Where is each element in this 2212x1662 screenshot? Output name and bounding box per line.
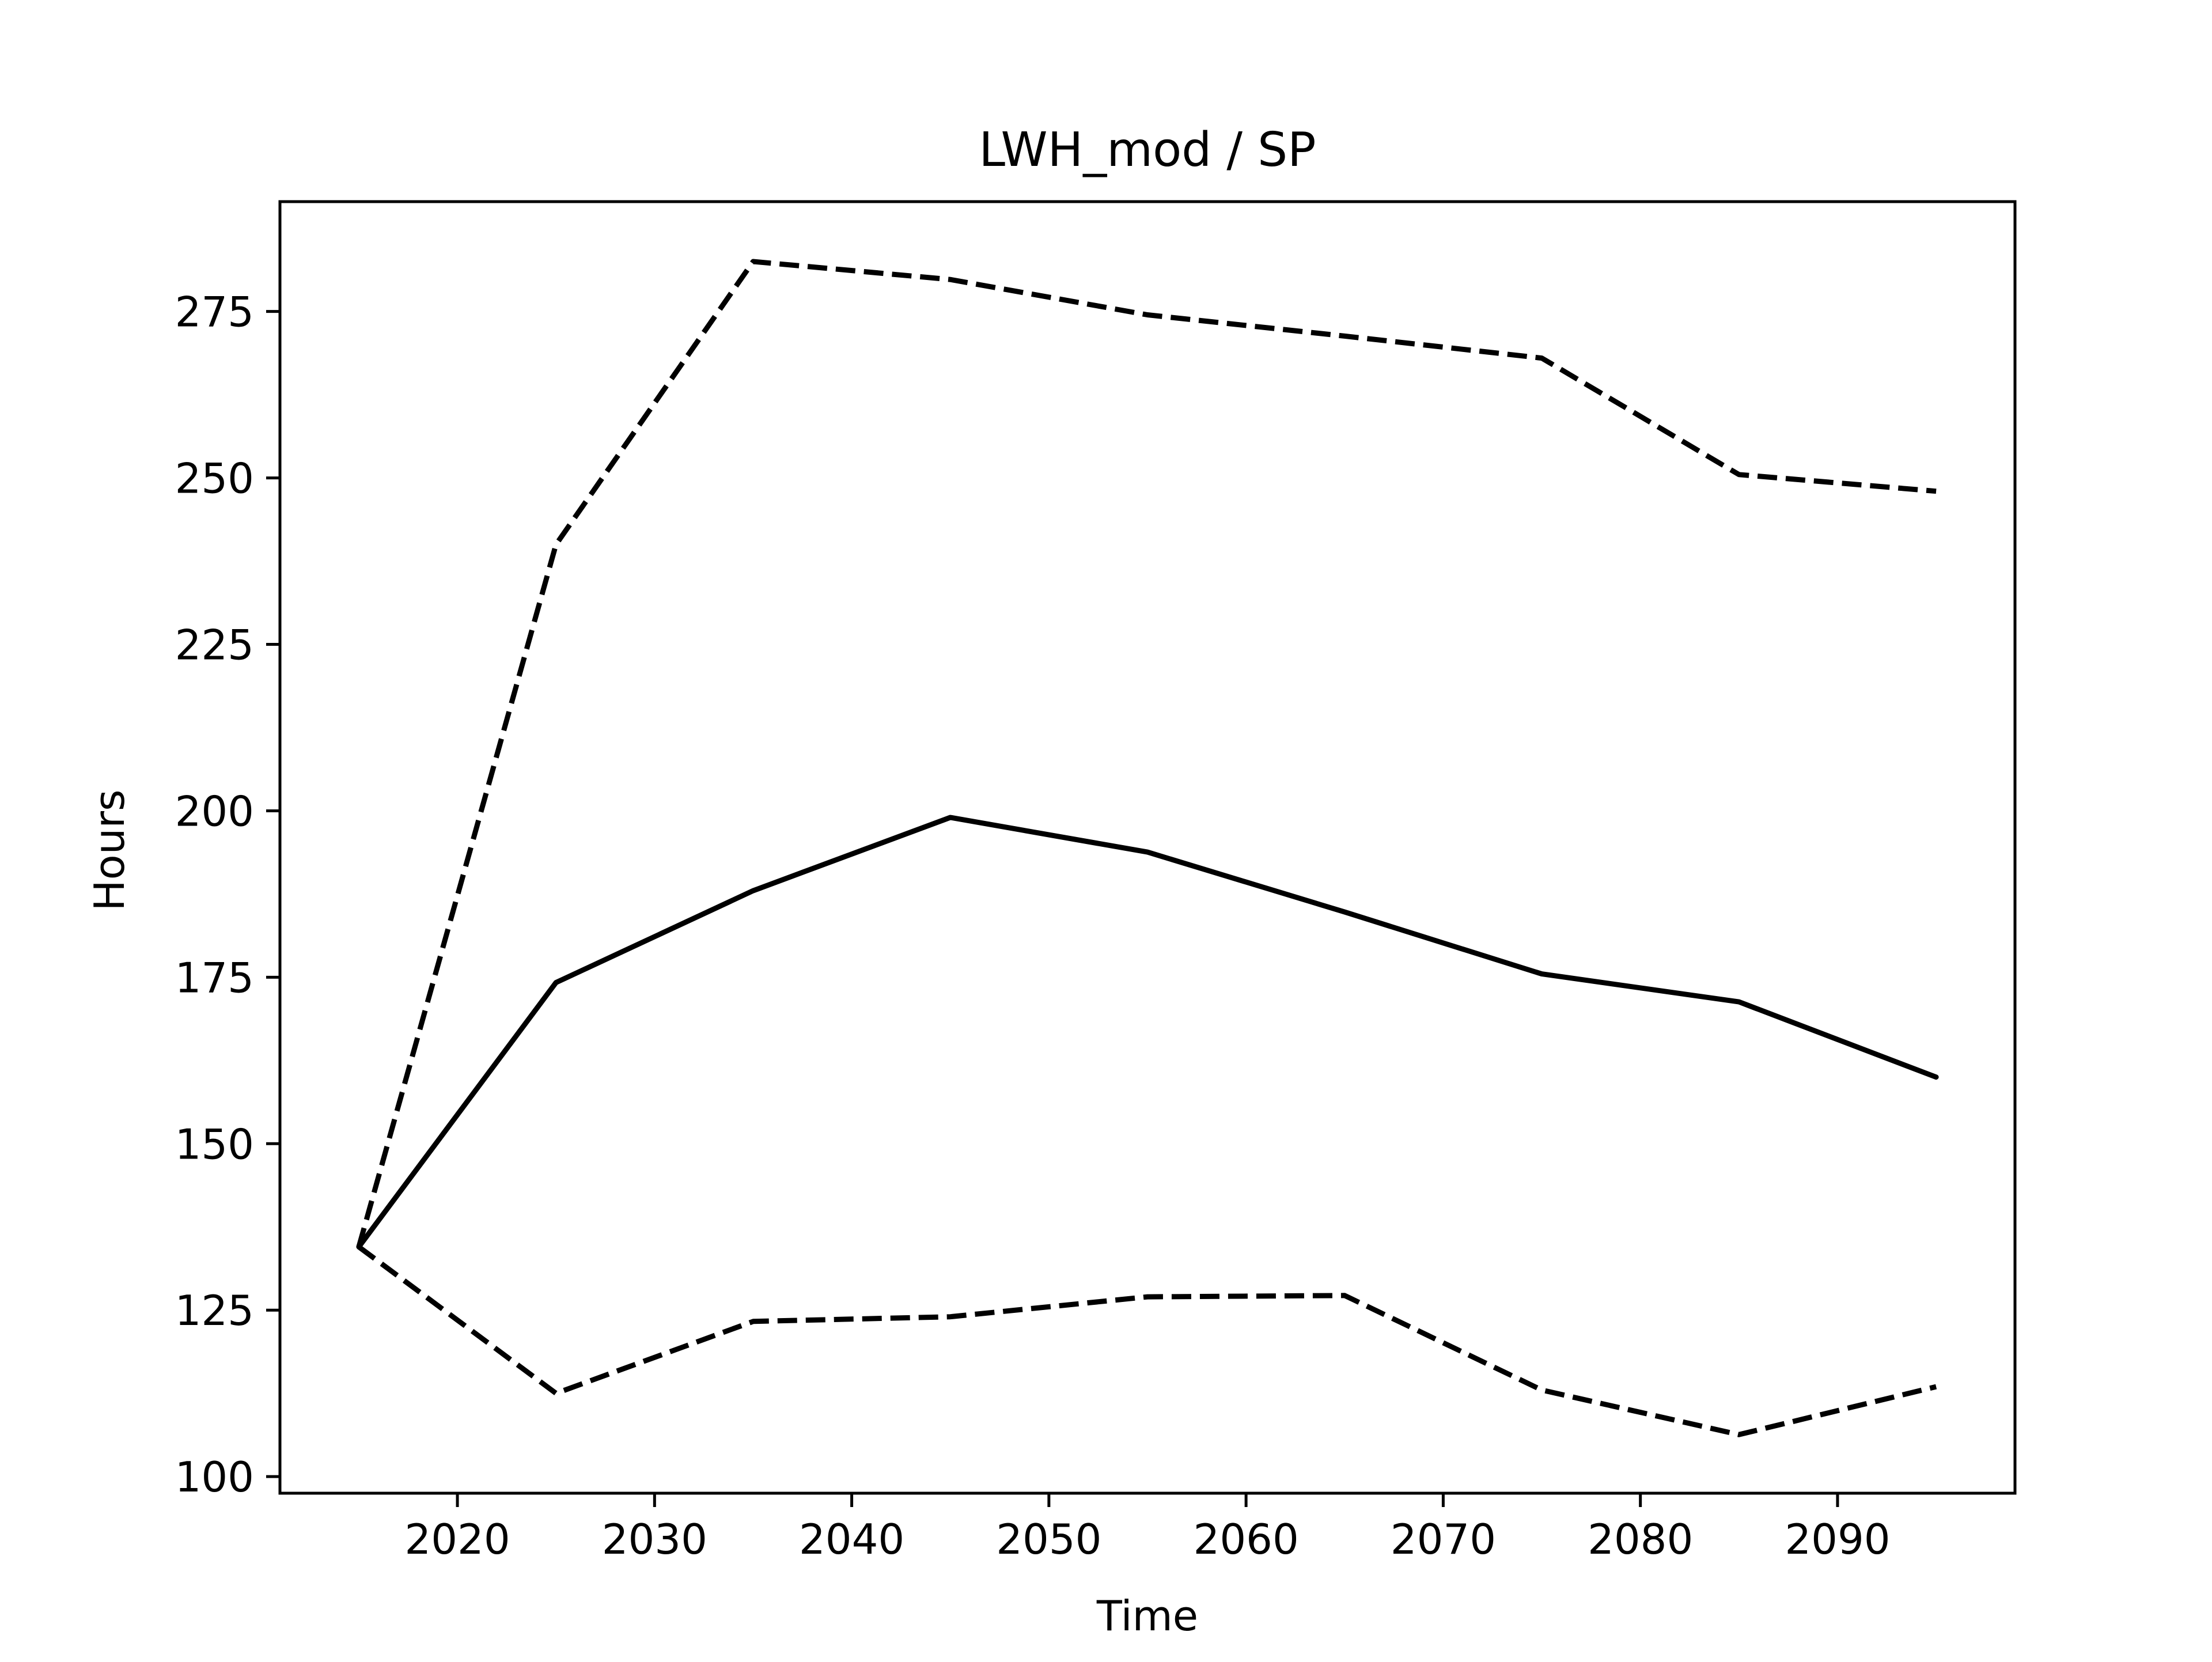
y-tick-label: 100 [175,1453,254,1501]
x-tick-label: 2030 [602,1515,707,1563]
plot-frame [278,200,2017,1495]
y-tick-label: 200 [175,787,254,835]
y-tick-label: 250 [175,455,254,503]
y-tick-label: 125 [175,1286,254,1335]
x-tick-label: 2040 [799,1515,904,1563]
x-tick-label: 2080 [1588,1515,1693,1563]
plot-marks [356,259,1939,1437]
y-tick-label: 275 [175,288,254,336]
series-line-3 [357,1244,1937,1437]
series-line-2 [356,259,1937,1248]
chart-title: LWH_mod / SP [979,123,1316,177]
series-line-1 [356,815,1939,1250]
x-tick-label: 2050 [996,1515,1101,1563]
y-tick-label: 225 [175,621,254,669]
x-axis-label: Time [1096,1592,1198,1640]
y-tick-label: 175 [175,953,254,1002]
x-tick-label: 2020 [404,1515,510,1563]
x-tick-label: 2090 [1785,1515,1890,1563]
x-axis: 2020 2030 2040 2050 2060 2070 2080 2090 [404,1493,1891,1563]
y-axis-label: Hours [85,790,134,911]
y-tick-label: 150 [175,1120,254,1168]
y-axis: 100 125 150 175 200 225 250 275 [175,288,280,1501]
x-tick-label: 2060 [1194,1515,1299,1563]
x-tick-label: 2070 [1391,1515,1496,1563]
